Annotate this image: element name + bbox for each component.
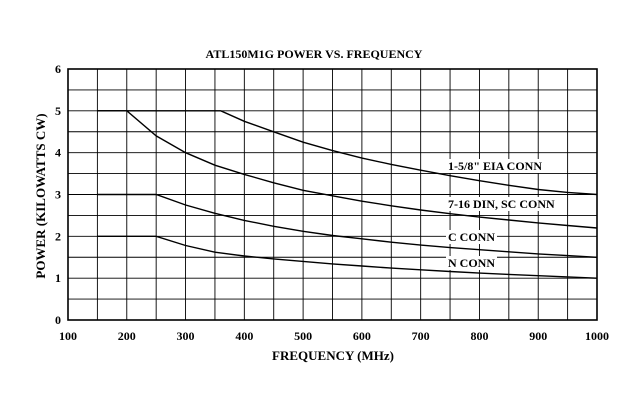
y-tick-label: 1 bbox=[55, 271, 61, 285]
x-tick-label: 600 bbox=[353, 329, 371, 343]
y-tick-label: 0 bbox=[55, 313, 61, 327]
y-tick-label: 3 bbox=[55, 188, 61, 202]
series-label-background bbox=[446, 230, 497, 244]
x-tick-label: 400 bbox=[235, 329, 253, 343]
y-tick-label: 5 bbox=[55, 104, 61, 118]
y-tick-label: 4 bbox=[55, 146, 61, 160]
x-tick-label: 700 bbox=[412, 329, 430, 343]
curves bbox=[97, 110, 598, 279]
x-tick-label: 900 bbox=[529, 329, 547, 343]
x-tick-label: 100 bbox=[59, 329, 77, 343]
series-labels: 1-5/8" EIA CONN 7-16 DIN, SC CONN C CONN N … bbox=[446, 159, 557, 270]
x-tick-label: 800 bbox=[470, 329, 488, 343]
y-tick-label: 6 bbox=[55, 62, 61, 76]
series-line bbox=[97, 235, 598, 279]
series-label: 7-16 DIN, SC CONN bbox=[448, 197, 555, 211]
y-axis-label: POWER (KILOWATTS CW) bbox=[33, 113, 48, 278]
grid bbox=[67, 68, 598, 321]
series-line bbox=[97, 193, 598, 258]
series-label: 1-5/8" EIA CONN bbox=[448, 159, 542, 173]
x-tick-label: 200 bbox=[118, 329, 136, 343]
series-line bbox=[97, 110, 598, 196]
series-label: C CONN bbox=[448, 230, 495, 244]
series-label-background bbox=[446, 197, 557, 211]
x-tick-label: 300 bbox=[177, 329, 195, 343]
series-label: N CONN bbox=[448, 256, 495, 270]
series-label-background bbox=[446, 159, 545, 173]
tick-labels: 100 200 300 400 500 600 700 800 900 1000 0 1 2 3 4 5 6 bbox=[55, 62, 609, 343]
x-axis-label: FREQUENCY (MHz) bbox=[272, 348, 394, 363]
series-line bbox=[97, 110, 598, 229]
y-tick-label: 2 bbox=[55, 229, 61, 243]
x-tick-label: 500 bbox=[294, 329, 312, 343]
x-tick-label: 1000 bbox=[585, 329, 609, 343]
series-label-background bbox=[446, 256, 497, 270]
chart-title: ATL150M1G POWER VS. FREQUENCY bbox=[206, 47, 423, 61]
